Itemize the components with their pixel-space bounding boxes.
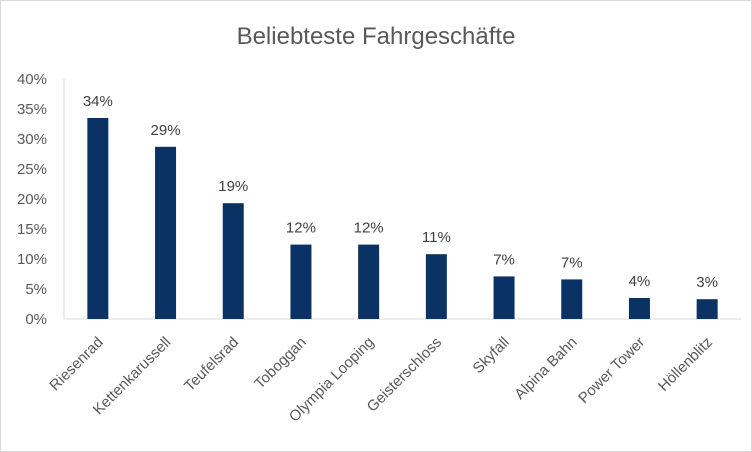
x-tick-label: Skyfall: [470, 334, 513, 377]
bar: [425, 254, 447, 319]
y-tick-label: 10%: [17, 251, 47, 268]
y-tick-label: 35%: [17, 101, 47, 118]
x-tick-label: Höllenblitz: [655, 334, 716, 395]
data-label: 12%: [286, 220, 316, 237]
y-tick-label: 30%: [17, 131, 47, 148]
data-label: 12%: [354, 220, 384, 237]
y-tick-label: 20%: [17, 191, 47, 208]
y-tick-label: 5%: [25, 281, 47, 298]
chart-title: Beliebteste Fahrgeschäfte: [236, 23, 516, 50]
x-tick-label: Power Tower: [575, 334, 648, 407]
bar: [696, 299, 718, 319]
data-label: 29%: [151, 122, 181, 139]
data-label: 19%: [218, 178, 248, 195]
y-tick-label: 0%: [25, 311, 47, 328]
bar: [493, 276, 515, 319]
bar: [358, 244, 380, 319]
data-label: 7%: [493, 251, 515, 268]
y-tick-label: 15%: [17, 221, 47, 238]
x-tick-label: Alpina Bahn: [511, 334, 580, 403]
data-label: 34%: [83, 93, 113, 110]
y-tick-label: 25%: [17, 161, 47, 178]
x-tick-label: Teufelsrad: [181, 334, 242, 395]
bar: [222, 203, 244, 319]
y-tick-label: 40%: [17, 71, 47, 88]
bar: [87, 118, 109, 319]
x-tick-label: Riesenrad: [46, 334, 106, 394]
bar: [628, 298, 650, 319]
bar: [155, 146, 177, 319]
data-label: 7%: [561, 254, 583, 271]
data-label: 3%: [696, 274, 718, 291]
x-tick-label: Toboggan: [251, 334, 310, 393]
data-label: 4%: [629, 273, 651, 290]
bar: [290, 244, 312, 319]
bar: [561, 279, 583, 319]
data-label: 11%: [422, 229, 451, 246]
